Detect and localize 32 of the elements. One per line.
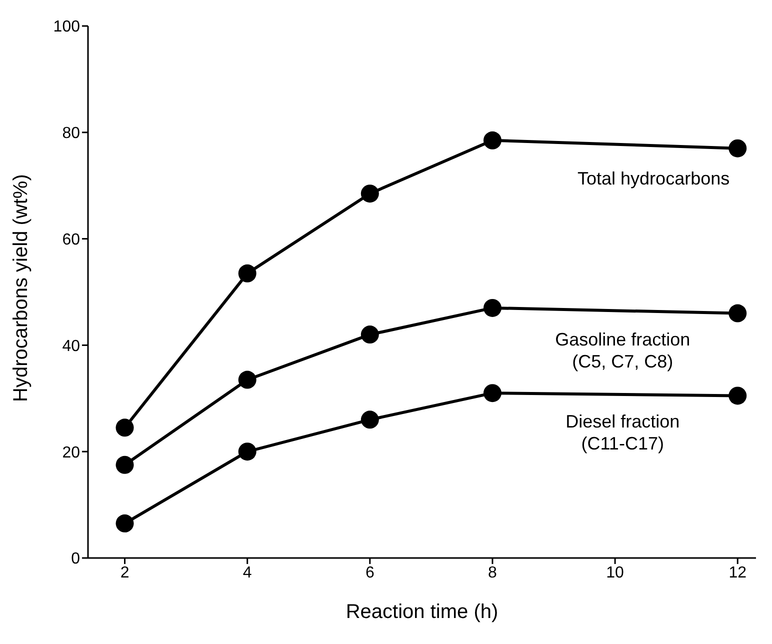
series-label: Diesel fraction (C11-C17) bbox=[566, 412, 680, 454]
point bbox=[728, 386, 747, 405]
point bbox=[360, 326, 379, 344]
y-tick-label: 0 bbox=[71, 550, 80, 568]
point bbox=[116, 514, 134, 532]
x-tick-label: 12 bbox=[728, 564, 747, 582]
point bbox=[360, 184, 379, 203]
point bbox=[728, 304, 747, 322]
y-tick-label: 40 bbox=[62, 338, 80, 355]
point bbox=[238, 442, 256, 461]
point bbox=[483, 298, 502, 317]
point bbox=[483, 384, 502, 402]
point bbox=[360, 410, 379, 429]
x-tick-label: 10 bbox=[606, 564, 624, 582]
point bbox=[238, 264, 256, 282]
y-tick-label: 20 bbox=[62, 444, 80, 462]
y-tick-label: 100 bbox=[53, 18, 80, 36]
x-tick-label: 4 bbox=[242, 564, 252, 582]
x-tick-label: 6 bbox=[365, 564, 374, 582]
y-axis-title: Hydrocarbons yield (wt%) bbox=[10, 174, 32, 402]
point bbox=[238, 370, 256, 389]
x-tick-label: 2 bbox=[120, 564, 130, 582]
point bbox=[116, 456, 134, 474]
point bbox=[728, 139, 747, 158]
series-label: Gasoline fraction (C5, C7, C8) bbox=[555, 329, 690, 372]
point bbox=[116, 418, 134, 437]
y-tick-label: 80 bbox=[62, 125, 80, 142]
x-tick-label: 8 bbox=[488, 564, 498, 582]
y-tick-label: 60 bbox=[62, 231, 80, 248]
point bbox=[483, 131, 502, 150]
series-label: Total hydrocarbons bbox=[578, 168, 730, 188]
x-axis-title: Reaction time (h) bbox=[346, 601, 498, 623]
